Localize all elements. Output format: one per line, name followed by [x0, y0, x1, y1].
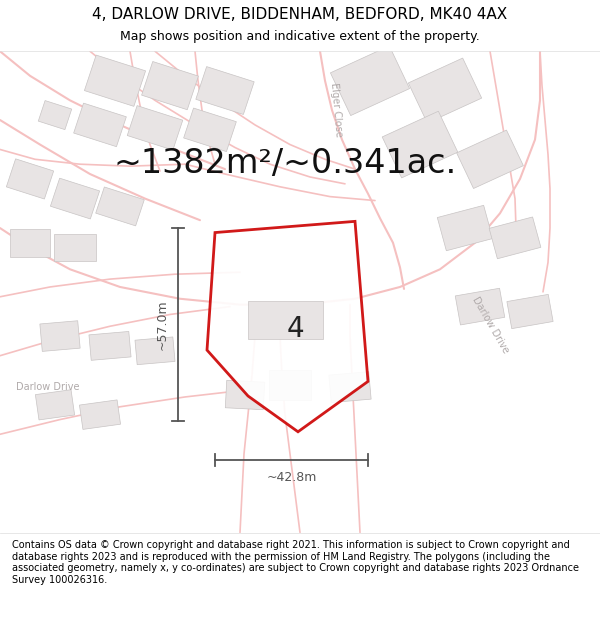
Text: ~1382m²/~0.341ac.: ~1382m²/~0.341ac. [113, 147, 457, 179]
Polygon shape [207, 221, 368, 432]
Polygon shape [269, 371, 311, 400]
Polygon shape [437, 206, 493, 251]
Polygon shape [7, 159, 53, 199]
Polygon shape [329, 372, 371, 402]
Polygon shape [455, 288, 505, 325]
Polygon shape [35, 390, 74, 420]
Polygon shape [50, 178, 100, 219]
Polygon shape [331, 46, 410, 116]
Text: 4: 4 [286, 315, 304, 342]
Polygon shape [142, 61, 199, 110]
Polygon shape [40, 321, 80, 351]
Polygon shape [409, 58, 482, 123]
Polygon shape [184, 108, 236, 152]
Polygon shape [135, 337, 175, 364]
Polygon shape [85, 55, 146, 106]
Polygon shape [457, 130, 523, 189]
Polygon shape [54, 234, 96, 261]
Polygon shape [489, 217, 541, 259]
Text: Contains OS data © Crown copyright and database right 2021. This information is : Contains OS data © Crown copyright and d… [12, 540, 579, 585]
Polygon shape [10, 229, 50, 256]
Polygon shape [38, 101, 72, 129]
Polygon shape [196, 67, 254, 114]
Text: Darlow Drive: Darlow Drive [470, 296, 510, 356]
Polygon shape [74, 103, 127, 147]
Text: Map shows position and indicative extent of the property.: Map shows position and indicative extent… [120, 31, 480, 43]
Polygon shape [127, 106, 183, 150]
Polygon shape [79, 400, 121, 429]
Text: ~57.0m: ~57.0m [155, 299, 169, 349]
Polygon shape [225, 380, 265, 410]
Text: 4, DARLOW DRIVE, BIDDENHAM, BEDFORD, MK40 4AX: 4, DARLOW DRIVE, BIDDENHAM, BEDFORD, MK4… [92, 7, 508, 22]
Text: Elger Close: Elger Close [329, 82, 343, 137]
Polygon shape [248, 301, 323, 339]
Polygon shape [89, 331, 131, 361]
Text: ~42.8m: ~42.8m [266, 471, 317, 484]
Polygon shape [96, 187, 144, 226]
Text: Darlow Drive: Darlow Drive [16, 382, 80, 392]
Polygon shape [382, 111, 458, 178]
Polygon shape [507, 294, 553, 329]
